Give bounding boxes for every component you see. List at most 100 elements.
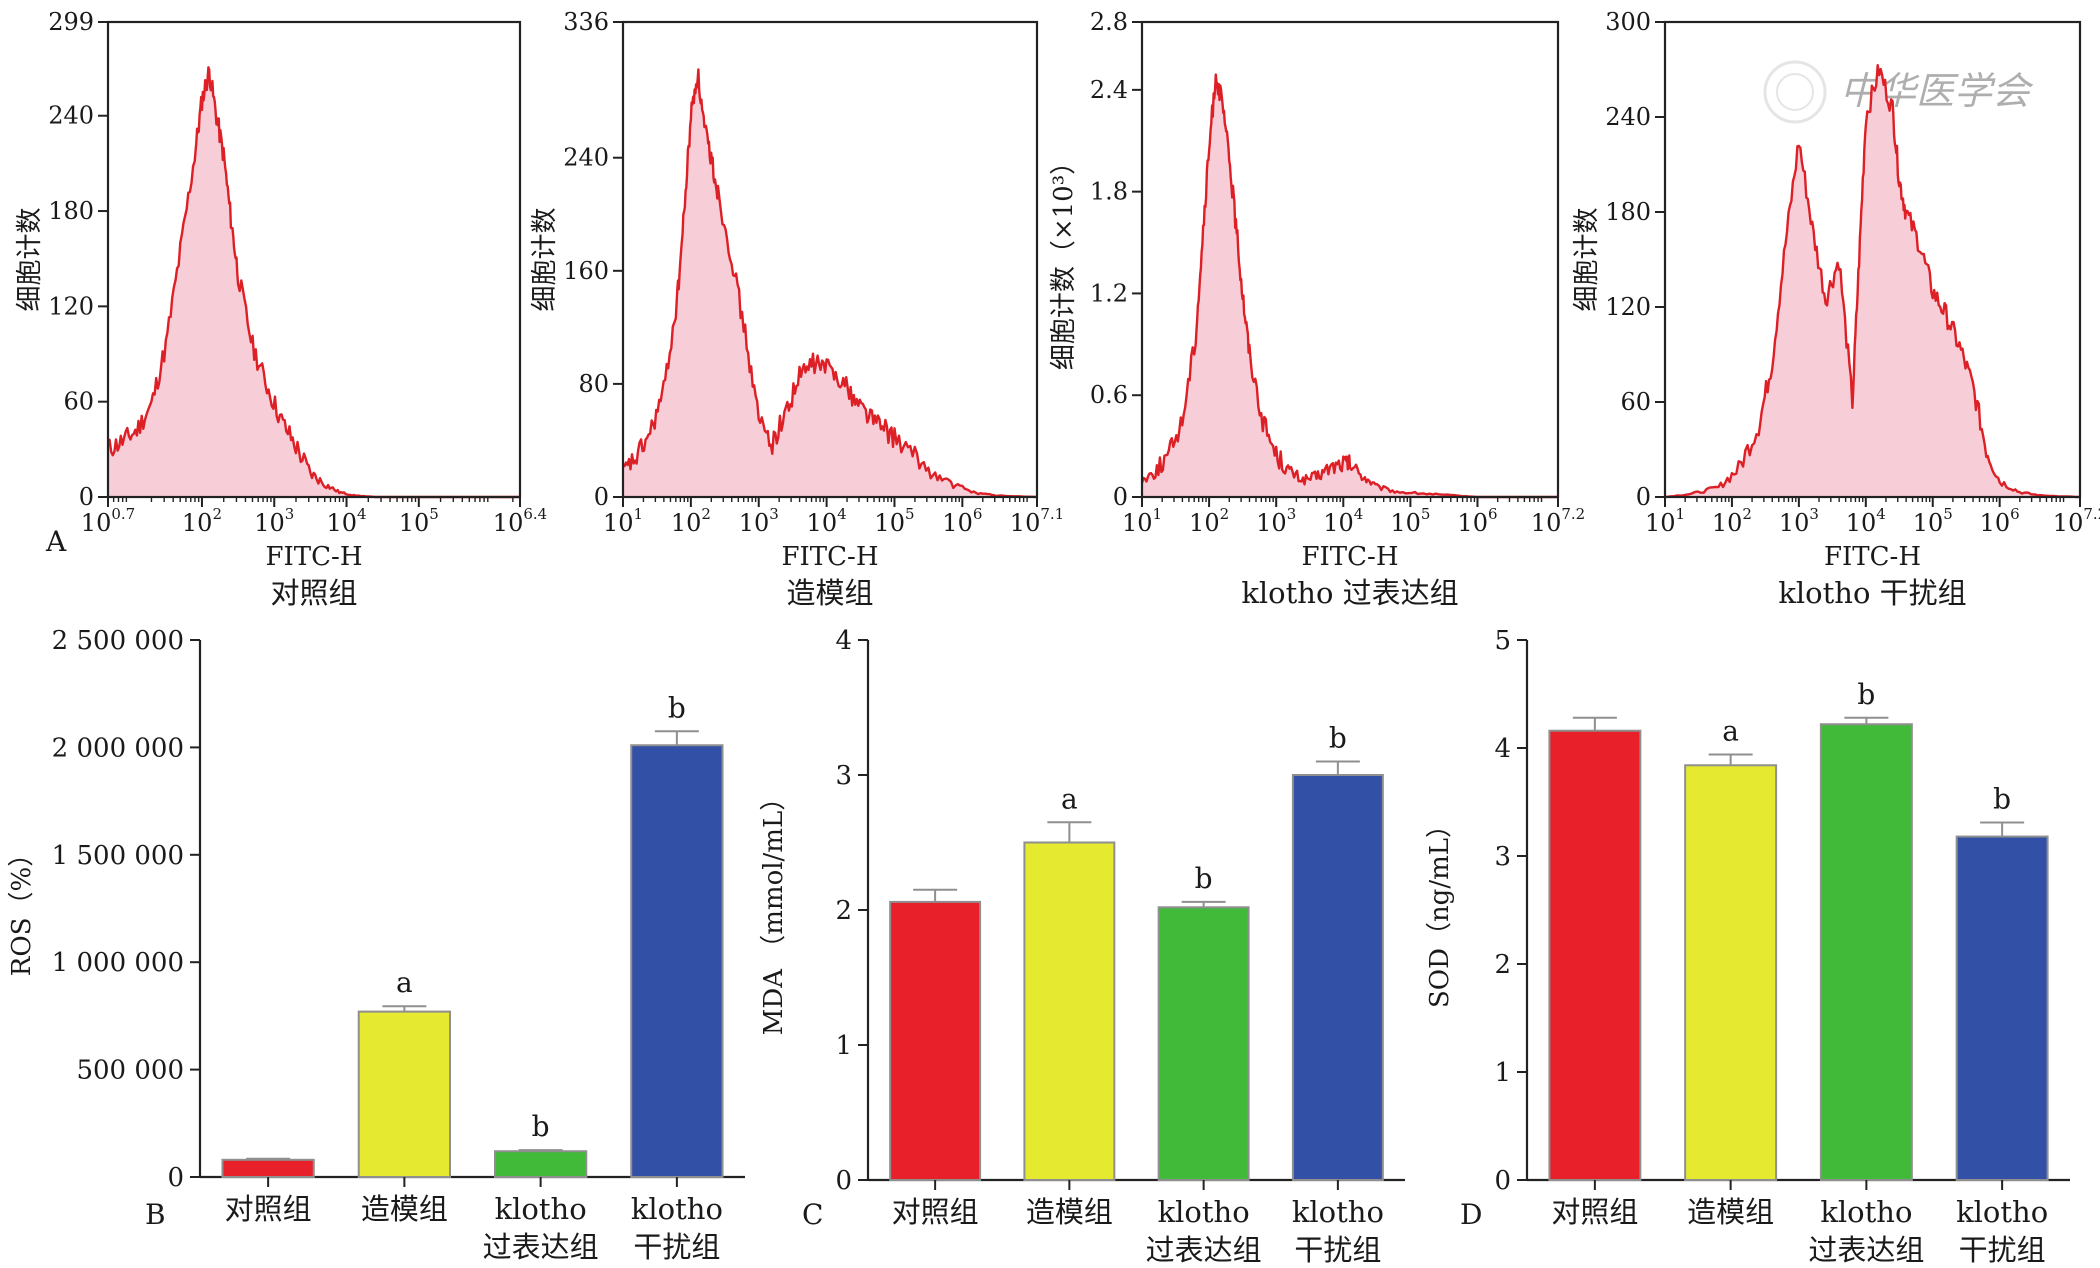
- x-tick-label: 106: [1457, 505, 1497, 537]
- bar: [357, 1010, 452, 1178]
- x-axis-title: FITC-H: [265, 542, 362, 572]
- y-tick-label: 3: [835, 761, 852, 791]
- bar: [1023, 841, 1116, 1181]
- histogram-area: [108, 67, 520, 498]
- y-axis-title: SOD（ng/mL）: [1425, 812, 1455, 1008]
- y-tick-label: 1 500 000: [52, 841, 184, 871]
- y-tick-label: 1: [835, 1031, 852, 1061]
- y-tick-label: 4: [835, 626, 852, 656]
- panel-caption: 造模组: [786, 576, 873, 610]
- y-tick-label: 2: [835, 896, 852, 926]
- x-tick-label: 106: [1980, 505, 2020, 537]
- x-tick-label: 102: [671, 505, 711, 537]
- significance-label: b: [1195, 862, 1213, 895]
- bar-chart-c: 0 1 2 3 4 MDA （mmol/mL） 对照组 a 造模组 b klotho 过表达组 b klo…: [759, 626, 1405, 1267]
- y-tick-label: 500 000: [76, 1056, 184, 1086]
- x-tick-label: 104: [807, 505, 847, 537]
- x-tick-label: 107.2: [2053, 505, 2100, 537]
- y-tick-label: 299: [48, 8, 94, 36]
- x-tick-label: 103: [739, 505, 779, 537]
- y-tick-label: 80: [578, 370, 609, 398]
- y-tick-label: 2.8: [1090, 8, 1128, 36]
- bar: [1819, 723, 1913, 1181]
- significance-label: b: [668, 691, 686, 724]
- x-category-label: 对照组: [1551, 1195, 1638, 1229]
- x-tick-label: 106.4: [493, 505, 547, 537]
- x-tick-label: 105: [874, 505, 914, 537]
- y-tick-label: 2 500 000: [52, 626, 184, 656]
- x-tick-label: 104: [1323, 505, 1363, 537]
- watermark-text: 中华医学会: [1840, 69, 2034, 113]
- x-category-label: klotho: [1158, 1195, 1250, 1229]
- y-tick-label: 3: [1494, 842, 1511, 872]
- y-tick-label: 4: [1494, 734, 1511, 764]
- y-axis-title: 细胞计数: [15, 207, 45, 311]
- histogram-line: [1140, 73, 1558, 499]
- panel-letter-d: D: [1460, 1198, 1482, 1231]
- x-tick-label: 107.2: [1531, 505, 1585, 537]
- panel-caption: 对照组: [270, 576, 357, 610]
- plot-frame: [106, 20, 522, 499]
- panel-letter-b: B: [145, 1198, 166, 1231]
- significance-label: b: [532, 1110, 550, 1143]
- x-tick-label: 106: [942, 505, 982, 537]
- x-category-label: klotho: [631, 1192, 723, 1226]
- x-category-label: 对照组: [892, 1195, 979, 1229]
- y-axis-title: 细胞计数（×10³）: [1049, 149, 1079, 370]
- y-tick-label: 0.6: [1090, 381, 1128, 409]
- histogram-2: 0 80 160 240 336 101 102 103 104 105 106 107.1 FITC-…: [530, 8, 1064, 610]
- watermark-seal-inner: [1776, 73, 1814, 111]
- panel-caption: klotho 过表达组: [1241, 576, 1458, 610]
- histogram-3: 0 0.6 1.2 1.8 2.4 2.8 101 102 103 104 105 106 107.2 F…: [1049, 8, 1585, 610]
- bar: [1157, 906, 1250, 1181]
- y-tick-label: 1 000 000: [52, 948, 184, 978]
- panel-letter-c: C: [802, 1198, 823, 1231]
- y-tick-label: 0: [594, 483, 609, 511]
- y-tick-label: 180: [1605, 198, 1651, 226]
- plot-frame: [1663, 20, 2082, 499]
- y-tick-label: 2 000 000: [52, 733, 184, 763]
- x-tick-label: 100.7: [81, 505, 135, 537]
- bar: [889, 900, 982, 1182]
- x-category-label: 干扰组: [1959, 1233, 2046, 1267]
- x-tick-label: 103: [1256, 505, 1296, 537]
- y-tick-label: 0: [1494, 1166, 1511, 1196]
- x-category-label: 干扰组: [633, 1230, 720, 1264]
- x-category-label: klotho: [1820, 1195, 1912, 1229]
- bar: [221, 1158, 315, 1179]
- watermark-seal-icon: [1763, 60, 1827, 124]
- watermark: 中华医学会: [1763, 60, 2034, 124]
- y-tick-label: 240: [563, 144, 609, 172]
- x-category-label: 干扰组: [1294, 1233, 1381, 1267]
- y-tick-label: 2.4: [1090, 76, 1128, 104]
- bar: [493, 1150, 588, 1178]
- y-tick-label: 120: [48, 292, 94, 320]
- histogram-area: [623, 69, 1037, 498]
- x-tick-label: 101: [1645, 505, 1685, 537]
- significance-label: b: [1993, 783, 2011, 816]
- x-tick-label: 103: [1779, 505, 1819, 537]
- y-tick-label: 0: [1113, 483, 1128, 511]
- bar-chart-d: 0 1 2 3 4 5 SOD（ng/mL） 对照组 a 造模组 b klotho 过表达组 b kloth…: [1425, 626, 2070, 1267]
- y-tick-label: 1.2: [1090, 279, 1128, 307]
- histogram-4: 0 60 120 180 240 300 101 102 103 104 105 106 107.2 FI…: [1572, 8, 2100, 610]
- x-tick-label: 105: [399, 505, 439, 537]
- y-tick-label: 0: [167, 1163, 184, 1193]
- x-category-label: klotho: [1956, 1195, 2048, 1229]
- x-category-label: 过表达组: [1146, 1233, 1262, 1267]
- x-tick-label: 105: [1913, 505, 1953, 537]
- histogram-area: [1142, 74, 1558, 497]
- plot-frame: [621, 20, 1039, 499]
- y-tick-label: 0: [1636, 483, 1651, 511]
- x-tick-label: 102: [1189, 505, 1229, 537]
- bar: [1684, 764, 1778, 1182]
- y-tick-label: 60: [1620, 388, 1651, 416]
- y-tick-label: 180: [48, 197, 94, 225]
- x-category-label: 过表达组: [483, 1230, 599, 1264]
- x-category-label: 造模组: [361, 1192, 448, 1226]
- y-axis-title: ROS（%）: [7, 841, 37, 976]
- x-category-label: 造模组: [1687, 1195, 1774, 1229]
- x-tick-label: 102: [182, 505, 222, 537]
- panel-caption: klotho 干扰组: [1778, 576, 1966, 610]
